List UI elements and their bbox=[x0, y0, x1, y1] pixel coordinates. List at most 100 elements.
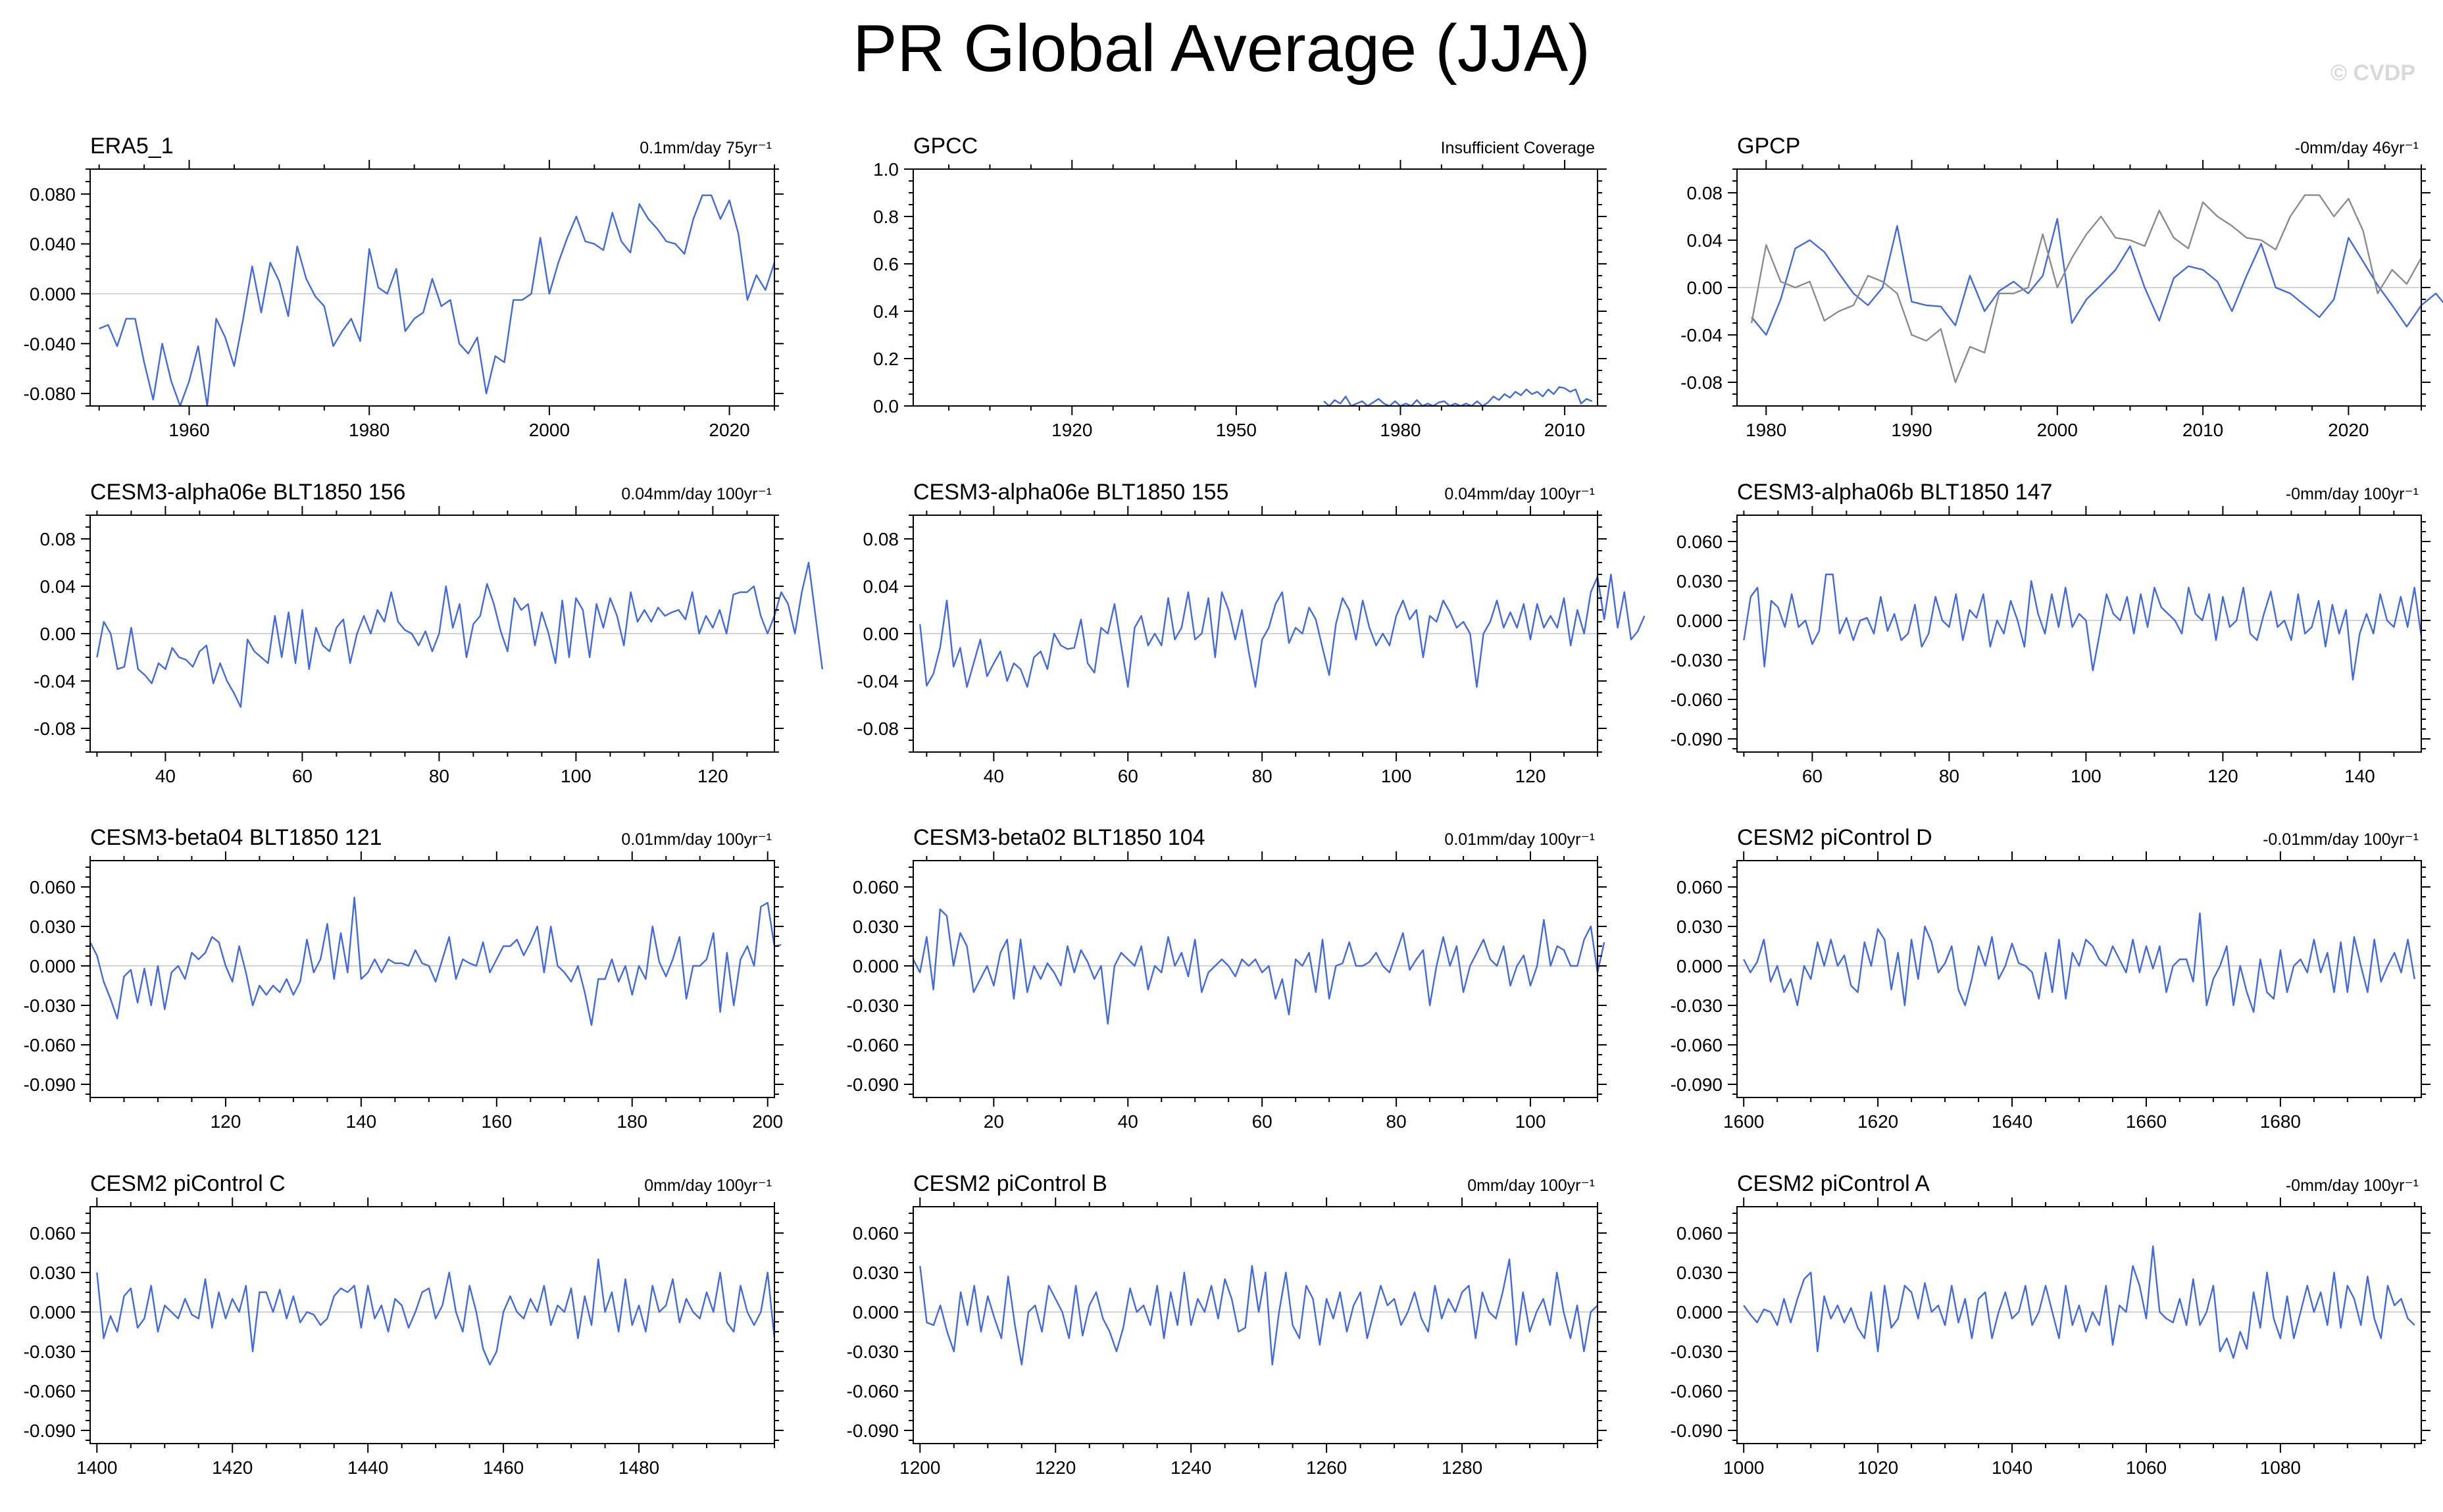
series-line bbox=[96, 561, 823, 708]
trend-label: 0mm/day 100yr⁻¹ bbox=[1467, 1176, 1595, 1195]
x-tick-label: 1620 bbox=[1857, 1111, 1898, 1132]
x-tick-label: 1440 bbox=[347, 1457, 388, 1478]
y-tick-label: 0.060 bbox=[1676, 1223, 1723, 1244]
y-tick-label: 1.0 bbox=[873, 159, 899, 180]
y-tick-label: 0.060 bbox=[1676, 532, 1723, 552]
x-tick-label: 1060 bbox=[2126, 1457, 2167, 1478]
y-tick-label: -0.04 bbox=[857, 671, 899, 692]
panel-title: ERA5_1 bbox=[90, 134, 174, 159]
trend-label: -0mm/day 100yr⁻¹ bbox=[2286, 1176, 2419, 1195]
series-line bbox=[1323, 386, 1593, 407]
x-tick-label: 2020 bbox=[2328, 420, 2369, 440]
trend-label: 0.04mm/day 100yr⁻¹ bbox=[621, 485, 772, 503]
plot-frame bbox=[89, 1206, 775, 1444]
plot-frame bbox=[913, 860, 1598, 1098]
y-tick-label: 0.2 bbox=[873, 349, 899, 369]
panel-title: GPCP bbox=[1737, 134, 1800, 159]
y-tick-label: -0.040 bbox=[24, 334, 76, 354]
y-tick-label: 0.000 bbox=[30, 956, 76, 976]
panel-title: CESM2 piControl A bbox=[1737, 1171, 1930, 1196]
y-tick-label: 0.030 bbox=[1676, 1263, 1723, 1283]
y-tick-label: -0.060 bbox=[1671, 1381, 1723, 1401]
y-tick-label: 0.08 bbox=[1687, 183, 1723, 203]
x-tick-label: 80 bbox=[429, 766, 449, 786]
y-tick-label: 0.000 bbox=[30, 1302, 76, 1323]
trend-label: 0.01mm/day 100yr⁻¹ bbox=[1444, 830, 1595, 849]
series-line bbox=[912, 908, 1605, 1025]
y-tick-label: -0.08 bbox=[857, 718, 899, 739]
plot-frame bbox=[1736, 860, 2422, 1098]
series-line bbox=[919, 573, 1646, 688]
y-tick-label: -0.060 bbox=[847, 1035, 899, 1055]
x-tick-label: 80 bbox=[1252, 766, 1272, 786]
trend-label: 0.1mm/day 75yr⁻¹ bbox=[640, 139, 772, 157]
x-tick-label: 1990 bbox=[1891, 420, 1932, 440]
y-tick-label: 0.000 bbox=[30, 284, 76, 304]
y-tick-label: -0.060 bbox=[1671, 1035, 1723, 1055]
y-tick-label: 0.030 bbox=[853, 1263, 899, 1283]
x-tick-label: 140 bbox=[346, 1111, 377, 1132]
panel-title: CESM3-beta04 BLT1850 121 bbox=[90, 825, 382, 850]
y-tick-label: -0.08 bbox=[34, 718, 76, 739]
x-tick-label: 120 bbox=[2207, 766, 2238, 786]
x-tick-label: 140 bbox=[2344, 766, 2375, 786]
x-tick-label: 1980 bbox=[1746, 420, 1786, 440]
y-tick-label: 0.4 bbox=[873, 301, 899, 322]
y-tick-label: -0.04 bbox=[1680, 325, 1723, 345]
y-tick-label: 0.0 bbox=[873, 396, 899, 416]
y-tick-label: 0.00 bbox=[1687, 278, 1723, 298]
panel-title: CESM3-alpha06e BLT1850 155 bbox=[913, 480, 1228, 505]
y-tick-label: 0.060 bbox=[30, 1223, 76, 1244]
x-tick-label: 120 bbox=[211, 1111, 241, 1132]
chart-panel-3: GPCP -0mm/day 46yr⁻¹ -0.08 -0.04 0.00 0.04 0.0… bbox=[1680, 134, 2443, 440]
x-tick-label: 1420 bbox=[212, 1457, 253, 1478]
y-tick-label: -0.080 bbox=[24, 384, 76, 404]
y-tick-label: 0.060 bbox=[853, 877, 899, 897]
y-tick-label: -0.090 bbox=[24, 1074, 76, 1095]
x-tick-label: 40 bbox=[1118, 1111, 1138, 1132]
series-line bbox=[99, 194, 776, 407]
y-tick-label: 0.000 bbox=[853, 956, 899, 976]
y-tick-label: 0.030 bbox=[1676, 917, 1723, 937]
trend-label: -0mm/day 46yr⁻¹ bbox=[2295, 139, 2419, 157]
y-tick-label: 0.030 bbox=[853, 917, 899, 937]
page-title: PR Global Average (JJA) bbox=[853, 12, 1590, 86]
x-tick-label: 1920 bbox=[1051, 420, 1092, 440]
y-tick-label: -0.030 bbox=[847, 1342, 899, 1362]
x-tick-label: 1220 bbox=[1035, 1457, 1076, 1478]
plot-frame bbox=[89, 860, 775, 1098]
x-tick-label: 180 bbox=[617, 1111, 647, 1132]
y-tick-label: -0.08 bbox=[1680, 372, 1723, 393]
y-tick-label: -0.090 bbox=[847, 1421, 899, 1441]
y-tick-label: -0.030 bbox=[1671, 1342, 1723, 1362]
y-tick-label: 0.04 bbox=[863, 576, 899, 597]
y-tick-label: 0.000 bbox=[1676, 956, 1723, 976]
y-tick-label: 0.060 bbox=[853, 1223, 899, 1244]
x-tick-label: 1260 bbox=[1306, 1457, 1347, 1478]
chart-panel-10: CESM2 piControl C 0mm/day 100yr⁻¹ -0.090 -0… bbox=[24, 1171, 784, 1478]
y-tick-label: -0.090 bbox=[24, 1421, 76, 1441]
x-tick-label: 1980 bbox=[349, 420, 390, 440]
x-tick-label: 1960 bbox=[168, 420, 209, 440]
x-tick-label: 160 bbox=[481, 1111, 512, 1132]
y-tick-label: -0.030 bbox=[24, 995, 76, 1016]
y-tick-label: 0.030 bbox=[30, 917, 76, 937]
y-tick-label: 0.8 bbox=[873, 207, 899, 227]
x-tick-label: 1200 bbox=[899, 1457, 940, 1478]
y-tick-label: -0.060 bbox=[24, 1035, 76, 1055]
x-tick-label: 40 bbox=[155, 766, 176, 786]
trend-label: 0.04mm/day 100yr⁻¹ bbox=[1444, 485, 1595, 503]
x-tick-label: 60 bbox=[1118, 766, 1138, 786]
x-tick-label: 100 bbox=[561, 766, 592, 786]
y-tick-label: 0.000 bbox=[1676, 1302, 1723, 1323]
x-tick-label: 1980 bbox=[1380, 420, 1421, 440]
series-line bbox=[1743, 1245, 2415, 1359]
x-tick-label: 1640 bbox=[1992, 1111, 2032, 1132]
x-tick-label: 100 bbox=[1381, 766, 1412, 786]
x-tick-label: 1240 bbox=[1171, 1457, 1211, 1478]
x-tick-label: 2010 bbox=[1544, 420, 1585, 440]
chart-panel-9: CESM2 piControl D -0.01mm/day 100yr⁻¹ -0.0… bbox=[1671, 825, 2430, 1132]
y-tick-label: 0.08 bbox=[863, 529, 899, 549]
series-line bbox=[1743, 573, 2423, 681]
chart-panel-12: CESM2 piControl A -0mm/day 100yr⁻¹ -0.090 -… bbox=[1671, 1171, 2430, 1478]
